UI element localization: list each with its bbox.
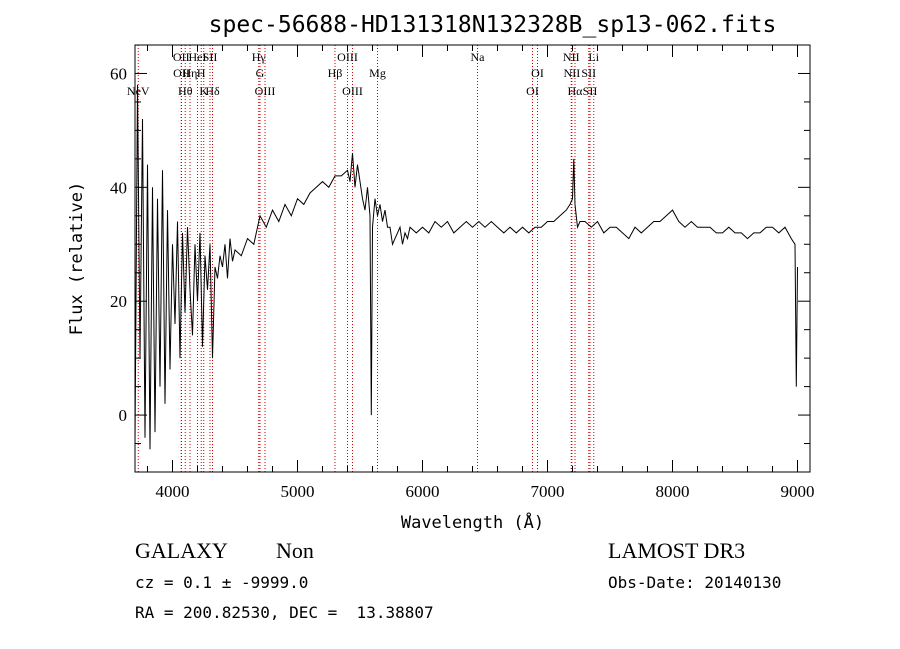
line-label: Hδ	[205, 84, 220, 98]
observation-date: Obs-Date: 20140130	[608, 573, 782, 592]
line-label: OII	[173, 66, 190, 80]
redshift-readout: cz = 0.1 ± -9999.0	[135, 573, 309, 592]
line-label: OIII	[342, 84, 363, 98]
coordinates-readout: RA = 200.82530, DEC = 13.38807	[135, 603, 434, 622]
survey-name: LAMOST DR3	[608, 538, 746, 563]
object-subclass: Non	[276, 538, 314, 563]
spectral-line-markers	[137, 45, 595, 472]
plot-frame	[134, 44, 811, 473]
object-class: GALAXY	[135, 538, 228, 563]
line-label: Mg	[369, 66, 386, 80]
line-label: NII	[564, 66, 581, 80]
x-axis-label: Wavelength (Å)	[401, 511, 544, 533]
chart-title: spec-56688-HD131318N132328B_sp13-062.fit…	[209, 12, 777, 38]
line-label: Hα	[568, 84, 584, 98]
line-labels: NeV OII OII Hθ Hη HeI HK SII Hδ Hγ G OIII Hβ OIII OIII…	[127, 50, 600, 98]
line-label: G	[256, 66, 265, 80]
line-label: OI	[526, 84, 539, 98]
line-label: Hγ	[252, 50, 267, 64]
line-label: Na	[471, 50, 486, 64]
x-tick-label: 5000	[281, 482, 315, 501]
line-label: H	[197, 66, 206, 80]
line-label: NII	[563, 50, 580, 64]
line-label: OII	[173, 50, 190, 64]
x-tick-label: 9000	[781, 482, 815, 501]
line-label: NeV	[127, 84, 150, 98]
axis-ticks: 4000 5000 6000 7000 8000 9000 0 20 40 60	[110, 45, 815, 501]
line-label: OIII	[255, 84, 276, 98]
line-label: HeI	[189, 50, 207, 64]
x-tick-label: 4000	[156, 482, 190, 501]
x-tick-label: 7000	[531, 482, 565, 501]
y-tick-label: 60	[110, 64, 127, 83]
spectrum-line	[134, 84, 798, 450]
spectrum-curve	[134, 84, 798, 450]
line-label: SII	[581, 66, 596, 80]
y-axis-label: Flux (relative)	[67, 182, 87, 336]
line-label: Hθ	[178, 84, 193, 98]
line-label: K	[199, 84, 208, 98]
spectrum-chart: spec-56688-HD131318N132328B_sp13-062.fit…	[67, 12, 815, 533]
x-tick-label: 6000	[406, 482, 440, 501]
line-label: OIII	[337, 50, 358, 64]
line-label: OI	[531, 66, 544, 80]
line-label: Li	[588, 50, 599, 64]
y-tick-label: 20	[110, 292, 127, 311]
line-label: Hη	[183, 66, 198, 80]
y-tick-label: 0	[119, 406, 128, 425]
line-label: SII	[203, 50, 218, 64]
x-tick-label: 8000	[656, 482, 690, 501]
y-tick-label: 40	[110, 178, 127, 197]
line-label: Hβ	[328, 66, 343, 80]
line-label: SII	[583, 84, 598, 98]
